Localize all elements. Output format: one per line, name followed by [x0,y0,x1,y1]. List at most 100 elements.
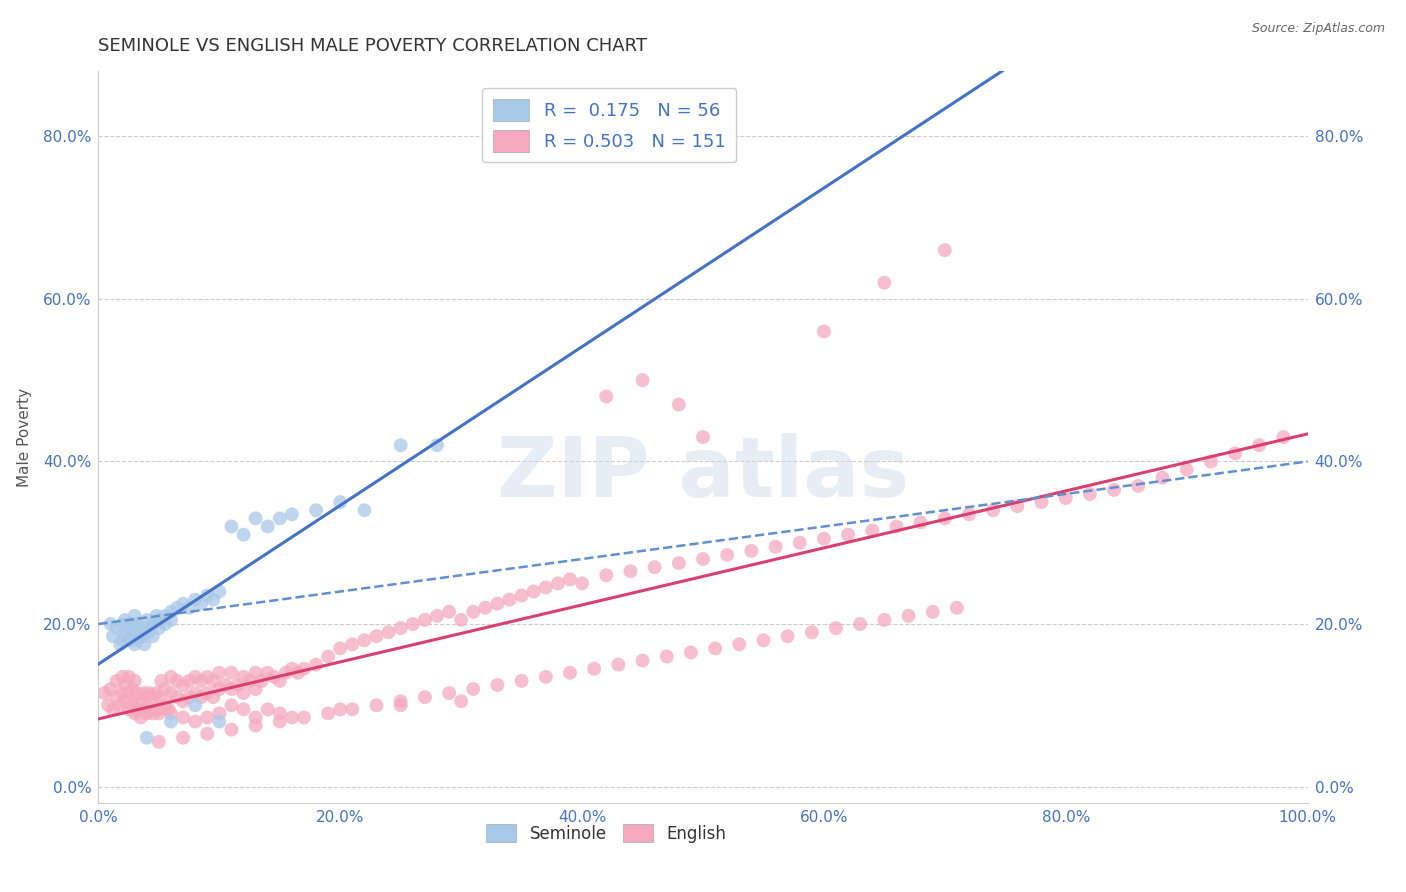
Point [135,706,157,721]
Point [607,657,630,672]
Point [179,673,201,688]
Point [108,698,131,713]
Point [921,605,943,619]
Point [179,600,201,615]
Point [1031,495,1053,509]
Point [221,698,243,713]
Point [121,617,143,632]
Point [281,662,304,676]
Point [118,633,141,648]
Point [148,702,170,716]
Point [142,706,165,721]
Point [256,519,278,533]
Point [121,698,143,713]
Point [160,686,183,700]
Point [245,710,267,724]
Point [281,508,304,522]
Point [366,629,388,643]
Point [166,600,188,615]
Point [142,629,165,643]
Point [166,690,188,705]
Point [111,686,134,700]
Point [250,673,273,688]
Point [316,706,339,721]
Point [138,702,160,716]
Point [127,702,149,716]
Point [437,605,460,619]
Text: Source: ZipAtlas.com: Source: ZipAtlas.com [1251,22,1385,36]
Legend: Seminole, English: Seminole, English [479,818,733,849]
Point [934,243,956,257]
Point [813,532,835,546]
Point [463,605,485,619]
Point [105,690,128,705]
Point [413,613,436,627]
Point [1007,499,1029,513]
Point [287,665,309,680]
Point [184,592,207,607]
Point [498,592,520,607]
Point [160,714,183,729]
Point [129,694,152,708]
Point [377,625,399,640]
Point [510,589,533,603]
Point [716,548,738,562]
Point [150,673,173,688]
Point [100,681,122,696]
Point [981,503,1004,517]
Point [860,524,883,538]
Point [190,673,212,688]
Point [571,576,593,591]
Point [111,633,134,648]
Point [184,714,207,729]
Point [138,625,160,640]
Point [800,625,823,640]
Point [292,710,315,724]
Point [957,508,980,522]
Point [897,608,920,623]
Point [135,613,157,627]
Point [1128,479,1150,493]
Point [184,698,207,713]
Point [256,702,278,716]
Point [179,690,201,705]
Point [668,556,690,570]
Point [195,670,218,684]
Point [329,641,352,656]
Point [1175,462,1198,476]
Point [142,617,165,632]
Point [118,702,141,716]
Point [124,706,146,721]
Point [202,673,225,688]
Y-axis label: Male Poverty: Male Poverty [17,387,32,487]
Point [184,686,207,700]
Point [118,686,141,700]
Point [305,503,328,517]
Point [269,714,291,729]
Point [316,649,339,664]
Point [426,608,449,623]
Point [692,552,714,566]
Point [245,665,267,680]
Point [269,511,291,525]
Point [329,702,352,716]
Point [426,438,449,452]
Point [245,681,267,696]
Point [157,702,180,716]
Point [245,511,267,525]
Point [1054,491,1077,505]
Point [121,629,143,643]
Point [195,727,218,741]
Point [534,581,557,595]
Point [281,710,304,724]
Point [486,678,509,692]
Point [221,519,243,533]
Point [145,608,167,623]
Point [474,600,496,615]
Point [208,706,231,721]
Point [114,694,136,708]
Point [148,613,170,627]
Point [184,670,207,684]
Point [825,621,848,635]
Point [142,690,165,705]
